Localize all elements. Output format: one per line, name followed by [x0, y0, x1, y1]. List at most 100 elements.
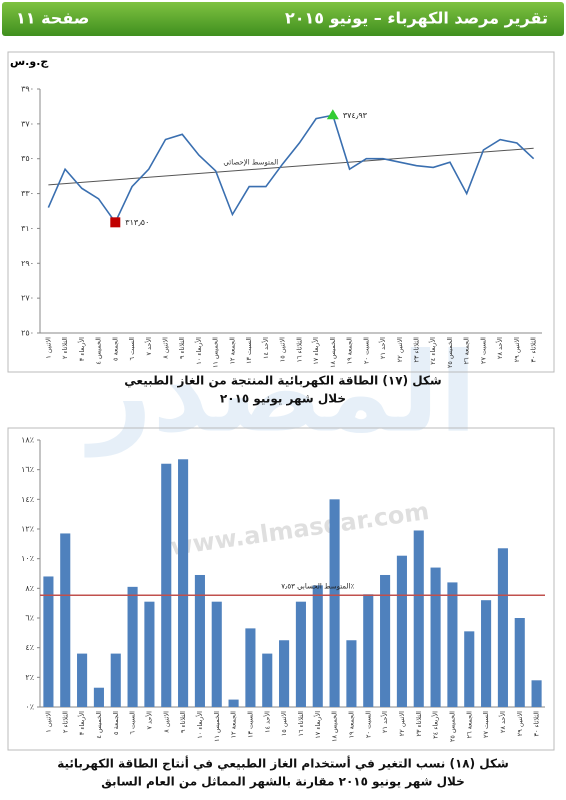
y-tick-label: ٢٧٠: [21, 294, 34, 303]
x-tick-label: الاثنين ٨: [162, 337, 170, 359]
x-tick-label: الخميس ١٨: [331, 711, 339, 742]
trend-label: المتوسط الإحصائي: [223, 159, 278, 167]
bar: [514, 618, 525, 707]
x-tick-label: الاثنين ١٥: [280, 711, 288, 736]
x-tick-label: الجمعة ٥: [112, 711, 120, 735]
bar: [497, 548, 508, 707]
x-tick-label: الاثنين ١: [44, 337, 52, 359]
y-tick-label: ٦٪: [25, 614, 34, 623]
x-tick-label: الاثنين ٢٢: [398, 711, 406, 736]
x-tick-label: الثلاثاء ٢٣: [413, 337, 421, 363]
x-tick-label: الجمعة ١٢: [228, 337, 236, 365]
bar: [43, 576, 54, 707]
x-tick-label: الأربعاء ٣: [77, 337, 86, 361]
page-number: صفحة ١١: [16, 9, 89, 28]
x-tick-label: الجمعة ٥: [111, 337, 119, 361]
x-tick-label: السبت ١٣: [246, 711, 254, 738]
x-tick-label: الاثنين ٢٩: [513, 337, 521, 362]
bar: [346, 640, 357, 707]
bar: [464, 631, 475, 707]
x-tick-label: الخميس ١١: [213, 711, 221, 742]
unit-label: ج.و.س: [10, 55, 48, 69]
x-tick-label: الأحد ٧: [144, 337, 153, 356]
x-tick-label: الأربعاء ٢٤: [428, 337, 437, 365]
y-tick-label: ٣٩٠: [21, 85, 34, 94]
y-tick-label: ١٠٪: [21, 554, 34, 563]
x-tick-label: السبت ٦: [129, 711, 137, 735]
x-tick-label: الجمعة ١٩: [346, 337, 354, 365]
x-tick-label: الثلاثاء ٢: [61, 337, 69, 359]
bar: [60, 533, 71, 707]
x-tick-label: الأحد ٢١: [380, 711, 389, 733]
x-tick-label: الثلاثاء ٣٠: [533, 711, 541, 737]
x-tick-label: الأربعاء ١٠: [195, 711, 204, 739]
x-tick-label: الأحد ١٤: [262, 711, 271, 733]
x-tick-label: الاثنين ٨: [162, 711, 170, 733]
y-tick-label: ٣٣٠: [21, 189, 34, 198]
bar: [77, 653, 88, 707]
x-tick-label: الأربعاء ١٧: [313, 711, 322, 739]
trend-line: [48, 147, 534, 186]
y-tick-label: ١٦٪: [21, 465, 34, 474]
bar: [262, 653, 273, 707]
x-tick-label: الاثنين ٢٢: [396, 337, 404, 362]
x-tick-label: الخميس ٤: [95, 711, 103, 739]
bar: [228, 699, 239, 707]
y-tick-label: ٢٪: [25, 673, 34, 682]
x-tick-label: الأربعاء ١٠: [194, 337, 203, 365]
x-tick-label: الخميس ٢٥: [448, 711, 456, 742]
caption: خلال شهر يونيو ٢٠١٥: [220, 392, 346, 407]
x-tick-label: الأربعاء ١٧: [311, 337, 320, 365]
y-tick-label: ٢٩٠: [21, 259, 34, 268]
bar: [144, 601, 155, 707]
chart-frame: [7, 51, 555, 373]
y-tick-label: ٨٪: [25, 584, 34, 593]
bar: [127, 586, 138, 707]
value-label: ٣١٣٫٥٠: [125, 218, 149, 227]
bar: [363, 594, 374, 707]
y-tick-label: ٢٥٠: [21, 329, 34, 338]
bar: [531, 680, 542, 707]
y-tick-label: ١٢٪: [21, 525, 34, 534]
y-tick-label: ٤٪: [25, 643, 34, 652]
x-tick-label: الأحد ٢١: [378, 337, 387, 359]
x-tick-label: الأحد ٢٨: [498, 711, 507, 733]
bar: [93, 687, 104, 707]
bar: [413, 530, 424, 707]
max-marker: [326, 109, 339, 120]
x-tick-label: الأحد ٧: [144, 711, 153, 730]
watermark-logo: المصدر: [84, 328, 477, 457]
bar: [447, 582, 458, 707]
bar: [279, 640, 290, 707]
x-tick-label: السبت ٦: [128, 337, 136, 361]
x-tick-label: الخميس ٤: [95, 337, 103, 365]
data-line: [47, 114, 535, 224]
x-tick-label: الأربعاء ٣: [77, 711, 86, 735]
bar: [430, 567, 441, 707]
bar: [161, 463, 172, 707]
bar: [295, 601, 306, 707]
bar: [110, 653, 121, 707]
value-label: ٣٧٤٫٩٣: [343, 111, 368, 120]
x-tick-label: الثلاثاء ٢: [61, 711, 69, 733]
x-tick-label: الخميس ١١: [212, 337, 220, 368]
bar: [481, 600, 492, 707]
x-tick-label: الثلاثاء ٩: [179, 711, 187, 733]
x-tick-label: السبت ٢٧: [482, 711, 490, 738]
x-tick-label: الخميس ١٨: [329, 337, 337, 368]
min-marker: [110, 217, 121, 228]
bar: [194, 574, 205, 707]
x-tick-label: الجمعة ١٢: [230, 711, 238, 739]
x-tick-label: السبت ٢٠: [362, 337, 370, 364]
caption: شكل (١٨) نسب التغير في أستخدام الغاز الط…: [57, 756, 509, 772]
bar: [211, 601, 222, 707]
x-tick-label: الجمعة ٢٦: [465, 711, 473, 739]
bar: [329, 499, 340, 707]
y-tick-label: ١٤٪: [21, 495, 34, 504]
x-tick-label: السبت ١٣: [245, 337, 253, 364]
y-tick-label: ١٨٪: [21, 436, 34, 445]
x-tick-label: الأحد ٢٨: [495, 337, 504, 359]
header-bar: [2, 2, 564, 36]
x-tick-label: الثلاثاء ١٦: [297, 711, 305, 737]
